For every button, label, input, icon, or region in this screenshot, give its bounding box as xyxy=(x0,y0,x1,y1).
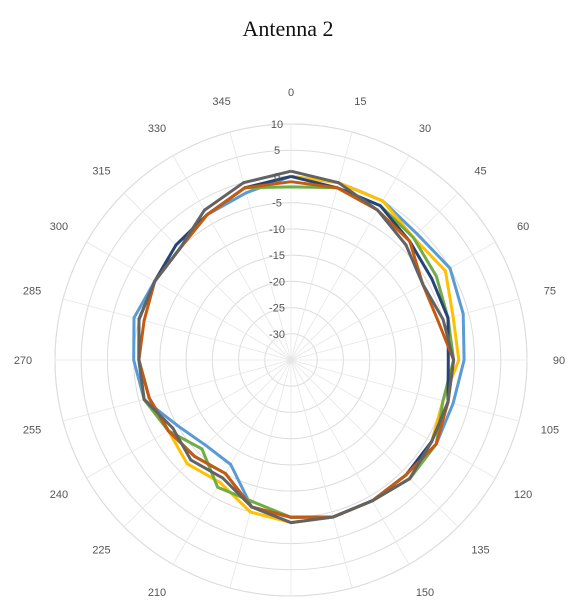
grid-spoke xyxy=(123,192,292,361)
radial-tick-label: -15 xyxy=(269,250,285,262)
radial-tick-label: 10 xyxy=(271,119,283,131)
labels: 0153045607590105120135150165180195210225… xyxy=(14,87,565,615)
radial-tick-label: 0 xyxy=(274,171,280,183)
angle-tick-label: 150 xyxy=(416,587,434,599)
grid-spoke xyxy=(172,359,292,565)
angle-tick-label: 105 xyxy=(541,424,559,436)
grid-spoke xyxy=(290,359,410,565)
angle-tick-label: 75 xyxy=(544,286,556,298)
grid-spoke xyxy=(290,359,459,528)
series-layer xyxy=(132,169,466,525)
angle-tick-label: 210 xyxy=(148,587,166,599)
grid-spoke xyxy=(290,192,459,361)
series-line-6 xyxy=(137,169,456,525)
radial-tick-label: 5 xyxy=(274,145,280,157)
angle-tick-label: 255 xyxy=(23,424,41,436)
angle-tick-label: 225 xyxy=(92,545,110,557)
angle-tick-label: 165 xyxy=(351,614,369,615)
grid-spoke xyxy=(290,359,520,422)
grid-spoke xyxy=(290,241,496,361)
angle-tick-label: 240 xyxy=(50,489,68,501)
grid-spoke xyxy=(229,359,292,589)
chart-title: Antenna 2 xyxy=(242,16,334,41)
grid-spoke xyxy=(290,131,353,361)
angle-tick-label: 0 xyxy=(288,87,294,99)
angle-tick-label: 270 xyxy=(14,355,32,367)
radial-tick-label: -20 xyxy=(269,276,285,288)
angle-tick-label: 15 xyxy=(354,96,366,108)
grid-spoke xyxy=(123,359,292,528)
angle-tick-label: 120 xyxy=(514,489,532,501)
grid-spoke xyxy=(229,131,292,361)
grid-spoke xyxy=(86,241,292,361)
grid-spoke xyxy=(62,298,292,361)
grid xyxy=(54,123,528,597)
grid-spoke xyxy=(290,155,410,361)
angle-tick-label: 300 xyxy=(50,221,68,233)
angle-tick-label: 135 xyxy=(471,545,489,557)
angle-tick-label: 285 xyxy=(23,286,41,298)
angle-tick-label: 30 xyxy=(419,123,431,135)
angle-tick-label: 90 xyxy=(553,355,565,367)
grid-spoke xyxy=(86,359,292,479)
grid-spoke xyxy=(290,298,520,361)
grid-spoke xyxy=(172,155,292,361)
angle-tick-label: 45 xyxy=(474,166,486,178)
angle-tick-label: 195 xyxy=(212,614,230,615)
radial-tick-label: -25 xyxy=(269,303,285,315)
angle-tick-label: 345 xyxy=(212,96,230,108)
angle-tick-label: 315 xyxy=(92,166,110,178)
grid-spoke xyxy=(290,359,496,479)
grid-spoke xyxy=(62,359,292,422)
radial-tick-label: -30 xyxy=(269,329,285,341)
radial-tick-label: -5 xyxy=(272,198,282,210)
angle-tick-label: 330 xyxy=(148,123,166,135)
radial-tick-label: -10 xyxy=(269,224,285,236)
angle-tick-label: 60 xyxy=(517,221,529,233)
grid-spoke xyxy=(290,359,353,589)
